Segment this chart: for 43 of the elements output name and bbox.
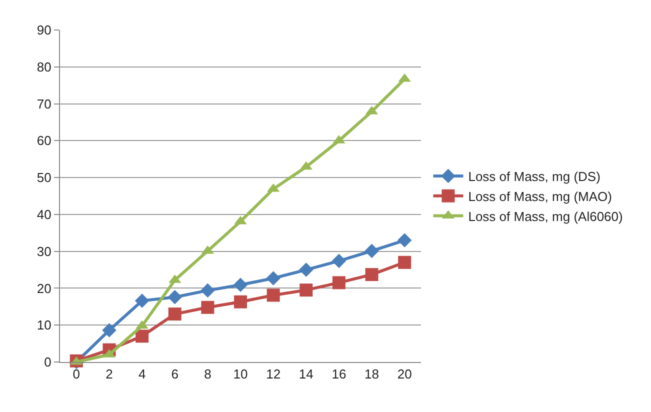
legend-label: Loss of Mass, mg (DS) (468, 169, 600, 184)
point (136, 330, 149, 343)
point (168, 290, 182, 304)
y-tick-label: 30 (36, 244, 52, 259)
point (266, 288, 280, 302)
x-tick-label: 4 (138, 366, 146, 382)
point (365, 268, 378, 282)
y-tick-label: 80 (36, 59, 52, 74)
x-tick-label: 8 (204, 366, 212, 382)
x-tick-label: 6 (171, 366, 178, 382)
point (200, 283, 215, 298)
x-tick-label: 12 (266, 366, 281, 382)
x-tick-label: 16 (332, 366, 346, 382)
x-tick-label: 10 (233, 366, 248, 382)
point (102, 323, 116, 338)
legend-label: Loss of Mass, mg (MAO) (468, 188, 612, 204)
x-tick-label: 18 (364, 366, 380, 382)
y-tick-label: 70 (36, 96, 52, 112)
y-tick-label: 40 (36, 206, 52, 222)
point (168, 308, 182, 321)
y-tick-label: 60 (36, 133, 52, 148)
x-tick-label: 0 (72, 366, 80, 382)
y-tick-label: 20 (36, 280, 52, 296)
y-tick-label: 50 (36, 170, 52, 186)
point (201, 300, 214, 314)
y-tick-label: 90 (36, 22, 52, 38)
point (134, 294, 150, 308)
point (364, 244, 379, 258)
y-tick-label: 0 (44, 354, 52, 370)
x-tick-label: 14 (298, 366, 314, 382)
point (266, 271, 280, 286)
x-tick-label: 2 (106, 366, 113, 382)
legend-label: Loss of Mass, mg (Al6060) (468, 208, 623, 224)
point (298, 262, 314, 277)
point (397, 233, 412, 248)
point (332, 276, 346, 290)
point (332, 254, 346, 268)
x-tick-label: 20 (397, 366, 412, 382)
point (234, 295, 247, 308)
y-tick-label: 10 (36, 318, 52, 333)
point (233, 278, 248, 292)
point (398, 256, 412, 269)
point (300, 284, 313, 297)
